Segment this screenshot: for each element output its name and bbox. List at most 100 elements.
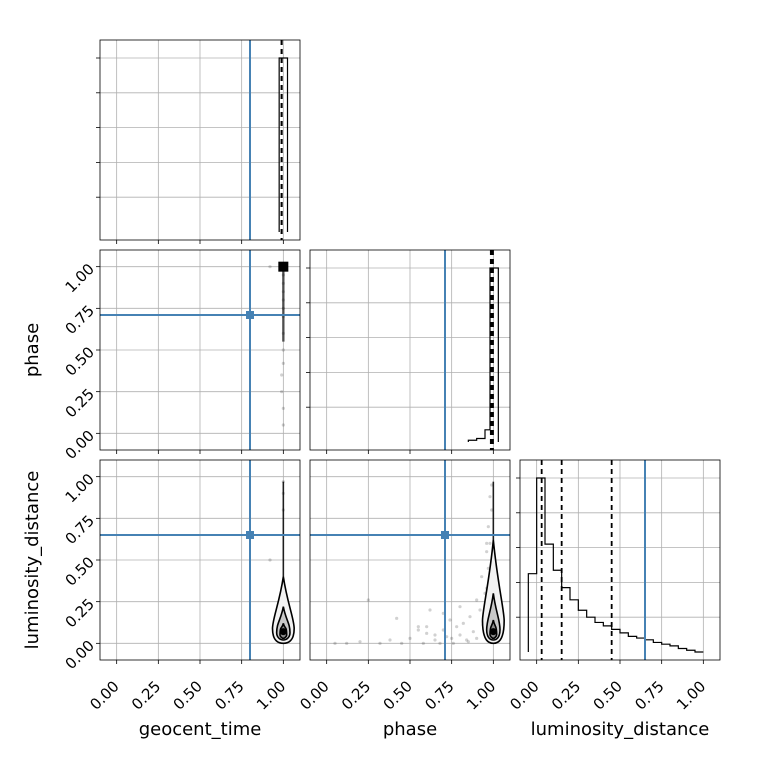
xtick-label: 0.50 bbox=[380, 677, 416, 713]
ytick-label: 0.50 bbox=[62, 553, 98, 589]
scatter-point bbox=[465, 638, 469, 642]
scatter-point bbox=[485, 550, 489, 554]
ytick-label: 0.00 bbox=[62, 637, 98, 673]
scatter-point bbox=[485, 541, 489, 545]
scatter-point bbox=[378, 641, 382, 645]
panel-frame bbox=[519, 459, 721, 661]
ylabel-luminosity_distance: luminosity_distance bbox=[22, 471, 43, 650]
scatter-point bbox=[281, 348, 285, 352]
ytick-label: 0.25 bbox=[62, 385, 98, 421]
density-peak bbox=[489, 628, 497, 636]
scatter-point bbox=[416, 625, 420, 629]
scatter-point bbox=[475, 598, 479, 602]
scatter-point bbox=[428, 608, 432, 612]
ytick-label: 1.00 bbox=[62, 260, 98, 296]
panel-phase-phase bbox=[306, 249, 511, 454]
scatter-point bbox=[455, 625, 459, 629]
xlabel-geocent_time: geocent_time bbox=[139, 719, 262, 740]
xtick-label: 0.50 bbox=[590, 677, 626, 713]
ytick-label: 0.00 bbox=[62, 427, 98, 463]
scatter-point bbox=[280, 373, 284, 377]
scatter-point bbox=[466, 640, 470, 644]
panel-geocent_time-geocent_time bbox=[96, 39, 301, 244]
scatter-point bbox=[488, 541, 492, 545]
xtick-label: 1.00 bbox=[673, 677, 709, 713]
histogram-luminosity_distance bbox=[527, 477, 704, 653]
scatter-point bbox=[395, 616, 399, 620]
xtick-label: 0.75 bbox=[631, 677, 667, 713]
panel-luminosity_distance-luminosity_distance: 0.00 0.25 0.50 0.75 1.00 luminosity_distance bbox=[506, 459, 721, 740]
scatter-point bbox=[281, 406, 285, 410]
panel-phase-geocent_time: 0.00 0.25 0.50 0.75 1.00 phase bbox=[22, 249, 301, 463]
scatter-point bbox=[421, 641, 425, 645]
scatter-point bbox=[488, 495, 492, 499]
scatter-point bbox=[475, 636, 479, 640]
ytick-label: 0.25 bbox=[62, 595, 98, 631]
xtick-label: 0.25 bbox=[548, 677, 584, 713]
scatter-point bbox=[471, 630, 475, 634]
xtick-label: 0.25 bbox=[338, 677, 374, 713]
ytick-label: 0.75 bbox=[62, 302, 98, 338]
density-peak bbox=[279, 628, 287, 636]
scatter-point bbox=[461, 621, 465, 625]
truth-marker bbox=[441, 531, 449, 539]
scatter-point bbox=[433, 638, 437, 642]
scatter-point bbox=[268, 558, 272, 562]
xtick-label: 0.00 bbox=[296, 677, 332, 713]
scatter-point bbox=[345, 641, 349, 645]
scatter-point bbox=[480, 575, 484, 579]
scatter-point bbox=[425, 625, 429, 629]
ytick-label: 1.00 bbox=[62, 470, 98, 506]
scatter-point bbox=[281, 423, 285, 427]
xlabel-luminosity_distance: luminosity_distance bbox=[531, 719, 710, 740]
scatter-point bbox=[458, 605, 462, 609]
scatter-point bbox=[408, 636, 412, 640]
xtick-label: 0.25 bbox=[128, 677, 164, 713]
panel-luminosity_distance-phase: 0.00 0.25 0.50 0.75 1.00 phase bbox=[296, 459, 511, 740]
panel-frame bbox=[99, 249, 301, 451]
scatter-point bbox=[400, 641, 404, 645]
scatter-point bbox=[281, 361, 285, 365]
scatter-point bbox=[438, 641, 442, 645]
xtick-label: 0.75 bbox=[421, 677, 457, 713]
xtick-label: 1.00 bbox=[253, 677, 289, 713]
scatter-point bbox=[451, 641, 455, 645]
scatter-point bbox=[388, 638, 392, 642]
histogram-phase bbox=[467, 267, 499, 442]
scatter-point bbox=[433, 633, 437, 637]
xtick-label: 1.00 bbox=[463, 677, 499, 713]
xlabel-phase: phase bbox=[383, 719, 437, 740]
xtick-label: 0.00 bbox=[506, 677, 542, 713]
scatter-point bbox=[486, 525, 490, 529]
ytick-label: 0.50 bbox=[62, 343, 98, 379]
scatter-point bbox=[478, 608, 482, 612]
scatter-point bbox=[358, 640, 362, 644]
scatter-point bbox=[416, 628, 420, 632]
scatter-point bbox=[450, 636, 454, 640]
scatter-point bbox=[425, 631, 429, 635]
panel-frame bbox=[99, 459, 301, 661]
histogram-geocent_time bbox=[278, 57, 289, 232]
truth-marker bbox=[246, 311, 254, 319]
panel-luminosity_distance-geocent_time: 0.000.250.500.751.00luminosity_distance0… bbox=[22, 459, 301, 740]
scatter-point bbox=[366, 598, 370, 602]
panel-frame bbox=[309, 249, 511, 451]
scatter-point bbox=[448, 618, 452, 622]
scatter-point bbox=[268, 265, 272, 269]
ylabel-phase: phase bbox=[22, 323, 43, 377]
ytick-label: 0.75 bbox=[62, 512, 98, 548]
panel-frame bbox=[99, 39, 301, 241]
scatter-point bbox=[468, 615, 472, 619]
scatter-point bbox=[333, 641, 337, 645]
xtick-label: 0.50 bbox=[170, 677, 206, 713]
xtick-label: 0.00 bbox=[86, 677, 122, 713]
truth-marker bbox=[246, 531, 254, 539]
scatter-point bbox=[458, 633, 462, 637]
panel-frame bbox=[309, 459, 511, 661]
scatter-point bbox=[490, 483, 494, 487]
scatter-point bbox=[490, 508, 494, 512]
xtick-label: 0.75 bbox=[211, 677, 247, 713]
density-peak bbox=[278, 261, 289, 272]
scatter-point bbox=[280, 390, 284, 394]
